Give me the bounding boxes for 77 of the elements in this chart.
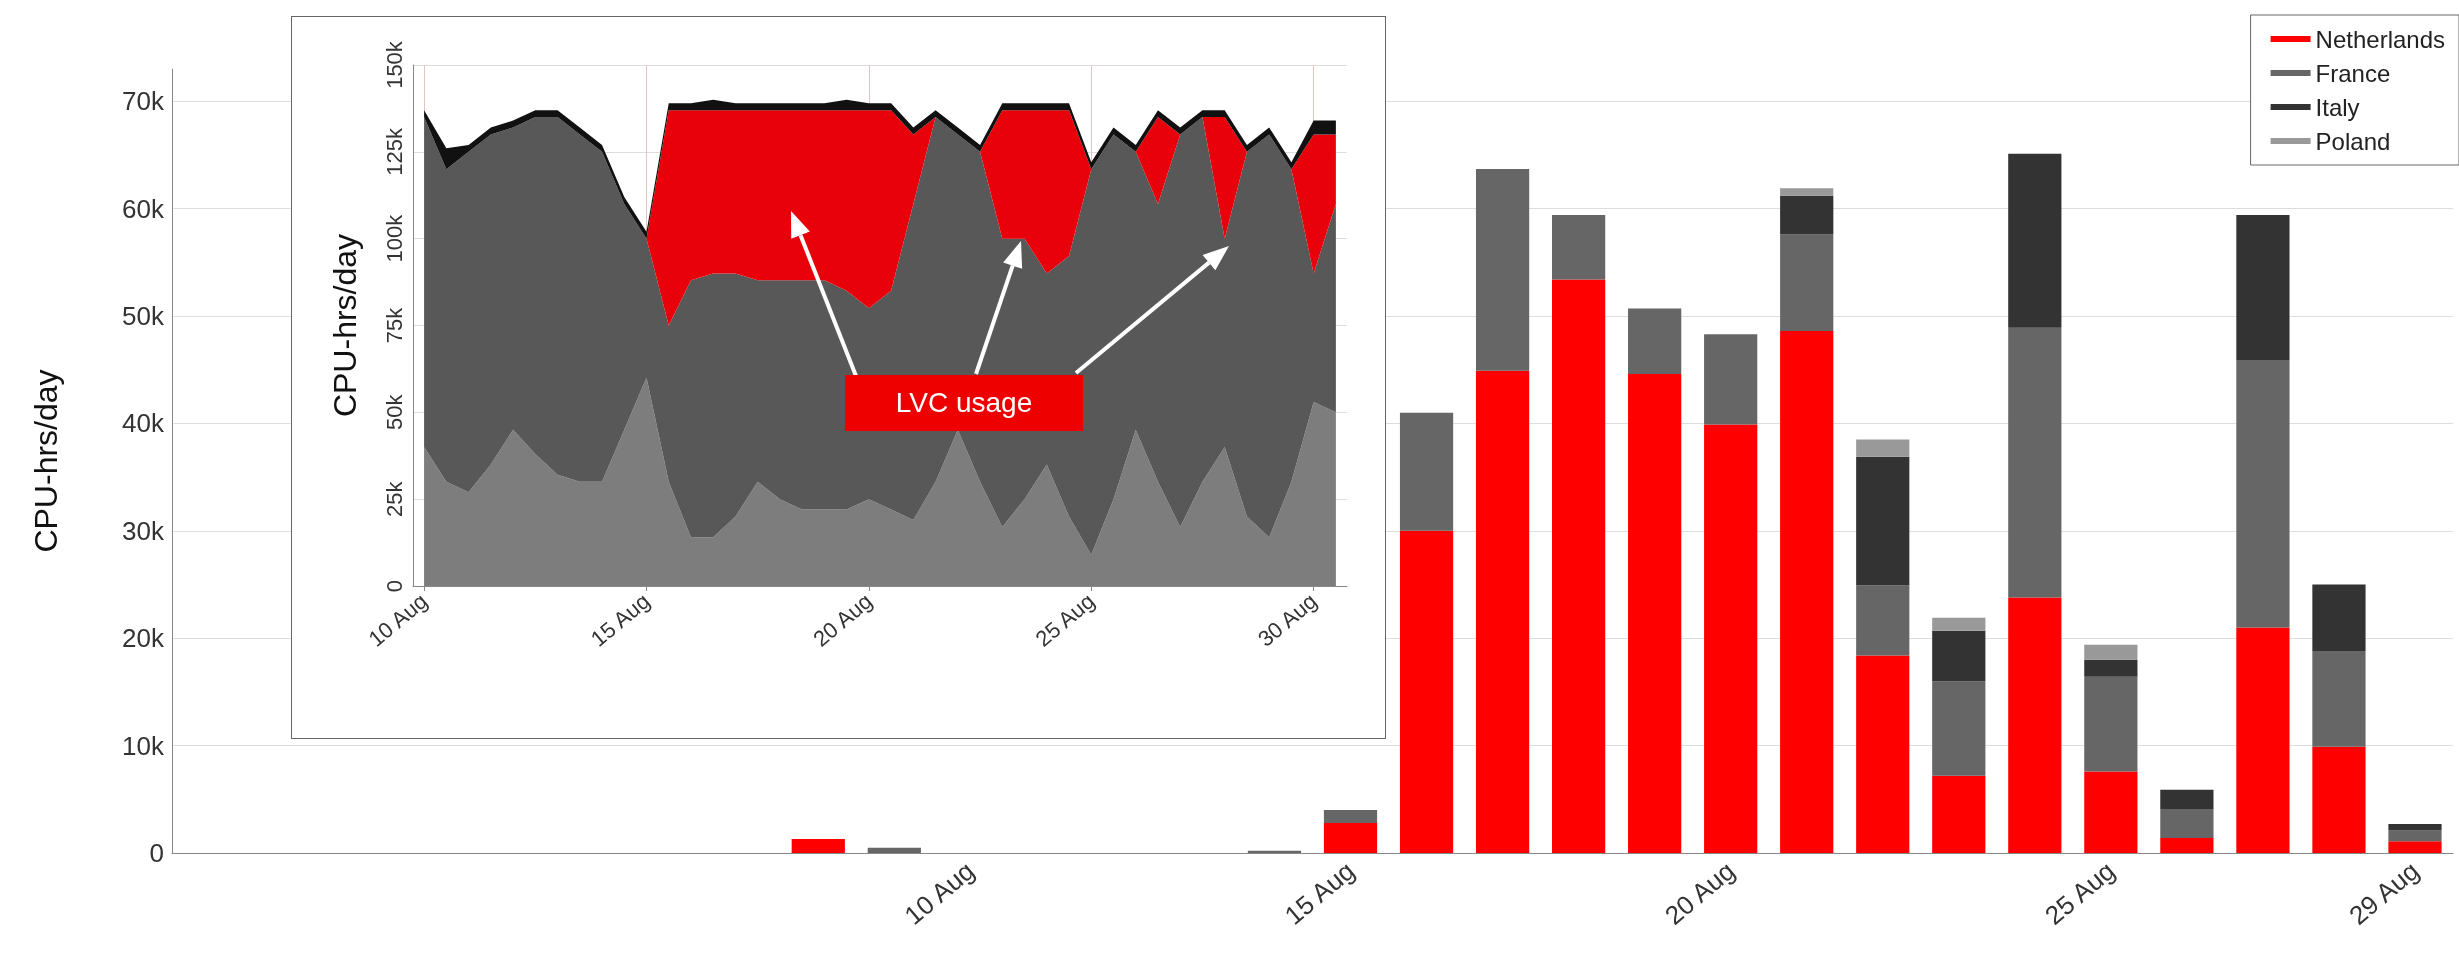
bar bbox=[1856, 439, 1910, 457]
y-axis-title: CPU-hrs/day bbox=[327, 233, 363, 418]
y-tick-label: 0 bbox=[381, 579, 407, 593]
bar bbox=[2160, 808, 2214, 838]
bar bbox=[1856, 456, 1910, 586]
bar bbox=[2160, 837, 2214, 853]
x-tick-label: 15 Aug bbox=[1278, 855, 1361, 931]
y-tick-label: 60k bbox=[122, 193, 165, 224]
bar bbox=[2388, 830, 2442, 842]
x-tick-label: 15 Aug bbox=[585, 588, 655, 652]
y-tick-label: 150k bbox=[381, 40, 407, 89]
bar bbox=[2084, 644, 2138, 660]
bar bbox=[2388, 841, 2442, 853]
x-tick-label: 29 Aug bbox=[2343, 855, 2425, 931]
legend-label: Netherlands bbox=[2315, 25, 2446, 53]
bar bbox=[867, 847, 921, 853]
y-tick-label: 50k bbox=[122, 301, 165, 332]
bar bbox=[2236, 627, 2290, 853]
legend-label: France bbox=[2315, 59, 2391, 87]
bar bbox=[1247, 850, 1302, 853]
bar bbox=[1552, 279, 1606, 853]
y-tick-label: 20k bbox=[122, 623, 165, 654]
bar bbox=[2084, 771, 2138, 853]
bar bbox=[2084, 659, 2138, 677]
y-tick-label: 0 bbox=[149, 838, 164, 868]
y-tick-label: 10k bbox=[122, 730, 165, 761]
bar bbox=[2008, 597, 2062, 853]
y-tick-label: 75k bbox=[381, 306, 407, 344]
bar bbox=[1932, 681, 1986, 776]
bar bbox=[2312, 746, 2366, 853]
bar bbox=[1932, 775, 1986, 853]
bar bbox=[2008, 327, 2062, 598]
bar bbox=[2236, 360, 2290, 628]
bar bbox=[1552, 215, 1606, 280]
x-tick-label: 20 Aug bbox=[1659, 855, 1741, 931]
x-tick-label: 10 Aug bbox=[898, 855, 980, 931]
bar bbox=[1780, 195, 1834, 235]
bar bbox=[1932, 617, 1986, 631]
bar bbox=[1323, 810, 1378, 823]
x-tick-label: 25 Aug bbox=[1030, 588, 1100, 652]
bar bbox=[1323, 822, 1378, 853]
bar bbox=[1475, 370, 1530, 853]
bar bbox=[1780, 234, 1834, 332]
bar bbox=[2084, 676, 2138, 772]
bar bbox=[2312, 651, 2366, 747]
bar bbox=[2160, 789, 2214, 809]
bar bbox=[1399, 412, 1454, 531]
bar bbox=[1628, 308, 1682, 375]
y-tick-label: 70k bbox=[122, 86, 165, 117]
bar bbox=[1704, 424, 1758, 853]
x-tick-label: 25 Aug bbox=[2039, 855, 2121, 931]
label-box: LVC usage bbox=[845, 375, 1083, 431]
bar bbox=[1856, 585, 1910, 656]
bar bbox=[2388, 824, 2442, 831]
bar bbox=[1780, 188, 1834, 196]
bar bbox=[1704, 334, 1758, 425]
bar bbox=[2312, 584, 2366, 652]
y-tick-label: 25k bbox=[381, 480, 407, 517]
y-tick-label: 40k bbox=[122, 408, 165, 439]
legend-label: Italy bbox=[2315, 93, 2360, 121]
bar bbox=[1932, 630, 1986, 682]
bar bbox=[2008, 153, 2062, 328]
x-tick-label: 20 Aug bbox=[808, 588, 877, 652]
y-tick-label: 50k bbox=[381, 393, 407, 431]
bar bbox=[1628, 374, 1682, 853]
bar bbox=[791, 839, 845, 853]
y-tick-label: 30k bbox=[122, 515, 165, 546]
bar bbox=[1780, 331, 1834, 853]
bar bbox=[2236, 215, 2290, 361]
y-axis-title: CPU-hrs/day bbox=[28, 369, 64, 553]
y-tick-label: 100k bbox=[381, 213, 407, 263]
bar bbox=[1399, 530, 1454, 853]
bar bbox=[1856, 655, 1910, 853]
legend-label: Poland bbox=[2315, 127, 2391, 155]
x-tick-label: 30 Aug bbox=[1253, 588, 1322, 652]
y-tick-label: 125k bbox=[381, 126, 407, 176]
bar bbox=[1475, 168, 1530, 371]
